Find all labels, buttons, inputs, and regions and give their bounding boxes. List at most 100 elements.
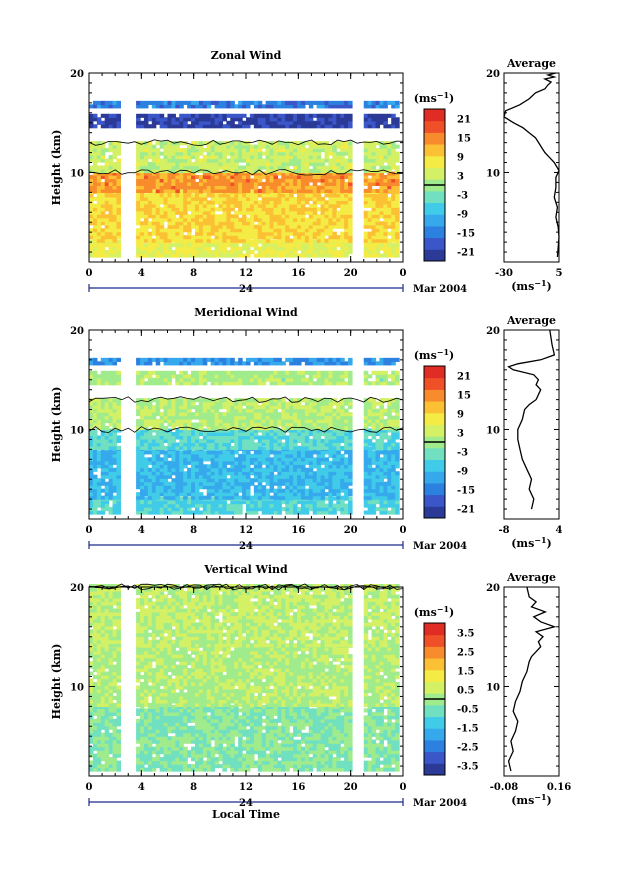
heatmap-cell xyxy=(387,185,392,190)
heatmap-cell xyxy=(293,100,298,105)
heatmap-cell xyxy=(340,200,345,205)
heatmap-cell xyxy=(140,495,145,500)
heatmap-cell xyxy=(320,124,326,129)
heatmap-cell xyxy=(222,185,227,190)
heatmap-cell xyxy=(265,492,271,497)
heatmap-cell xyxy=(194,144,200,149)
heatmap-cell xyxy=(238,428,243,433)
heatmap-cell xyxy=(395,231,400,236)
heatmap-cell xyxy=(183,193,188,198)
heatmap-cell xyxy=(159,467,165,472)
heatmap-cell xyxy=(340,485,345,490)
heatmap-cell xyxy=(175,196,180,201)
heatmap-cell xyxy=(320,488,326,493)
heatmap-cell xyxy=(246,485,251,490)
heatmap-cell xyxy=(222,425,227,431)
heatmap-cell xyxy=(257,181,263,187)
heatmap-cell xyxy=(391,196,396,201)
heatmap-cell xyxy=(183,174,188,180)
heatmap-cell xyxy=(308,117,314,122)
heatmap-cell xyxy=(194,450,200,455)
heatmap-cell xyxy=(308,188,314,193)
heatmap-cell xyxy=(171,492,176,497)
heatmap-cell xyxy=(320,419,326,424)
heatmap-cell xyxy=(104,238,110,243)
heatmap-cell xyxy=(140,442,145,447)
heatmap-cell xyxy=(285,141,290,146)
heatmap-cell xyxy=(194,148,200,153)
heatmap-cell xyxy=(179,165,184,170)
heatmap-cell xyxy=(89,117,94,122)
heatmap-cell xyxy=(320,162,326,167)
heatmap-cell xyxy=(257,104,263,109)
heatmap-cell xyxy=(163,250,169,255)
heatmap-cell xyxy=(206,438,212,444)
heatmap-cell xyxy=(277,419,282,424)
heatmap-cell xyxy=(340,478,345,483)
heatmap-cell xyxy=(194,481,200,486)
heatmap-cell xyxy=(285,214,290,219)
heatmap-cell xyxy=(92,488,98,493)
heatmap-cell xyxy=(147,445,153,450)
heatmap-cell xyxy=(214,104,220,109)
heatmap-cell xyxy=(375,425,381,431)
heatmap-cell xyxy=(348,155,353,160)
heatmap-cell xyxy=(253,425,259,431)
heatmap-cell xyxy=(253,155,259,160)
heatmap-cell xyxy=(226,438,231,444)
heatmap-cell xyxy=(320,165,326,170)
heatmap-cell xyxy=(246,165,251,170)
heatmap-cell xyxy=(375,481,381,486)
heatmap-cell xyxy=(348,478,353,483)
heatmap-cell xyxy=(210,474,216,479)
heatmap-cell xyxy=(198,168,204,174)
heatmap-cell xyxy=(222,435,227,440)
heatmap-cell xyxy=(171,425,176,431)
heatmap-cell xyxy=(210,217,216,222)
heatmap-cell xyxy=(281,253,286,258)
heatmap-cell xyxy=(293,492,298,497)
heatmap-cell xyxy=(391,478,396,483)
heatmap-cell xyxy=(183,457,188,462)
heatmap-cell xyxy=(261,478,267,483)
heatmap-cell xyxy=(289,507,294,512)
heatmap-cell xyxy=(300,422,306,427)
heatmap-cell xyxy=(143,238,149,243)
heatmap-cell xyxy=(100,428,106,433)
heatmap-cell xyxy=(297,474,302,479)
heatmap-cell xyxy=(108,144,114,149)
heatmap-cell xyxy=(96,250,102,255)
heatmap-cell xyxy=(332,113,337,118)
heatmap-cell xyxy=(340,181,345,187)
heatmap-cell xyxy=(293,450,298,455)
heatmap-cell xyxy=(108,181,114,187)
heatmap-cell xyxy=(348,467,353,472)
heatmap-cell xyxy=(155,178,161,183)
heatmap-cell xyxy=(100,474,106,479)
heatmap-cell xyxy=(191,474,196,479)
heatmap-cell xyxy=(234,155,239,160)
heatmap-cell xyxy=(336,113,341,118)
heatmap-cell xyxy=(104,235,110,240)
heatmap-cell xyxy=(198,438,204,444)
heatmap-cell xyxy=(179,243,184,248)
heatmap-cell xyxy=(273,144,278,149)
heatmap-cell xyxy=(340,231,345,236)
heatmap-cell xyxy=(371,155,377,160)
heatmap-cell xyxy=(163,228,169,233)
heatmap-cell xyxy=(163,174,169,180)
heatmap-cell xyxy=(269,117,275,122)
heatmap-cell xyxy=(316,503,322,508)
heatmap-cell xyxy=(312,500,318,505)
heatmap-cell xyxy=(308,419,314,424)
heatmap-cell xyxy=(242,141,247,146)
heatmap-cell xyxy=(316,207,322,212)
heatmap-cell xyxy=(175,224,180,229)
heatmap-cell xyxy=(198,478,204,483)
heatmap-cell xyxy=(100,250,106,255)
heatmap-cell xyxy=(273,467,278,472)
heatmap-cell xyxy=(194,503,200,508)
heatmap-cell xyxy=(289,471,294,476)
heatmap-cell xyxy=(108,171,114,176)
heatmap-cell xyxy=(371,158,377,163)
